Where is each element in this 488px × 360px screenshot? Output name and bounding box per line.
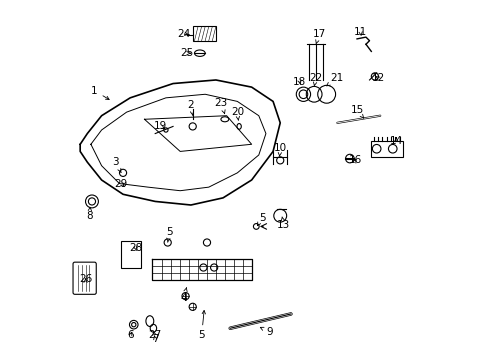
Text: 28: 28 bbox=[129, 243, 142, 253]
Text: 25: 25 bbox=[181, 48, 194, 58]
FancyBboxPatch shape bbox=[121, 241, 141, 267]
Text: 12: 12 bbox=[371, 73, 384, 83]
Text: 19: 19 bbox=[154, 121, 167, 131]
Text: 6: 6 bbox=[126, 330, 133, 341]
Text: 5: 5 bbox=[257, 212, 265, 226]
Text: 2: 2 bbox=[187, 100, 194, 116]
Text: 8: 8 bbox=[86, 207, 93, 221]
FancyBboxPatch shape bbox=[73, 262, 96, 294]
Text: 10: 10 bbox=[273, 143, 286, 156]
Text: 22: 22 bbox=[309, 73, 322, 86]
Text: 9: 9 bbox=[260, 327, 272, 337]
Text: 7: 7 bbox=[152, 334, 158, 344]
Text: 3: 3 bbox=[112, 157, 121, 172]
Text: 23: 23 bbox=[214, 98, 227, 114]
Text: 11: 11 bbox=[353, 27, 366, 37]
Text: 14: 14 bbox=[389, 136, 402, 146]
Text: 21: 21 bbox=[326, 73, 343, 86]
Text: 1: 1 bbox=[91, 86, 109, 99]
Text: 26: 26 bbox=[79, 274, 92, 284]
Text: 20: 20 bbox=[230, 107, 244, 120]
Text: 13: 13 bbox=[277, 217, 290, 230]
Text: 29: 29 bbox=[114, 179, 128, 189]
Text: 15: 15 bbox=[350, 105, 363, 118]
Text: 24: 24 bbox=[177, 28, 190, 39]
FancyBboxPatch shape bbox=[192, 26, 216, 41]
Text: 5: 5 bbox=[198, 311, 205, 341]
Text: 5: 5 bbox=[166, 227, 172, 242]
Text: 27: 27 bbox=[147, 330, 161, 341]
Text: 4: 4 bbox=[180, 287, 187, 303]
Text: 17: 17 bbox=[312, 28, 325, 44]
Text: 18: 18 bbox=[293, 77, 306, 87]
FancyBboxPatch shape bbox=[370, 141, 403, 157]
Text: 16: 16 bbox=[348, 156, 361, 165]
